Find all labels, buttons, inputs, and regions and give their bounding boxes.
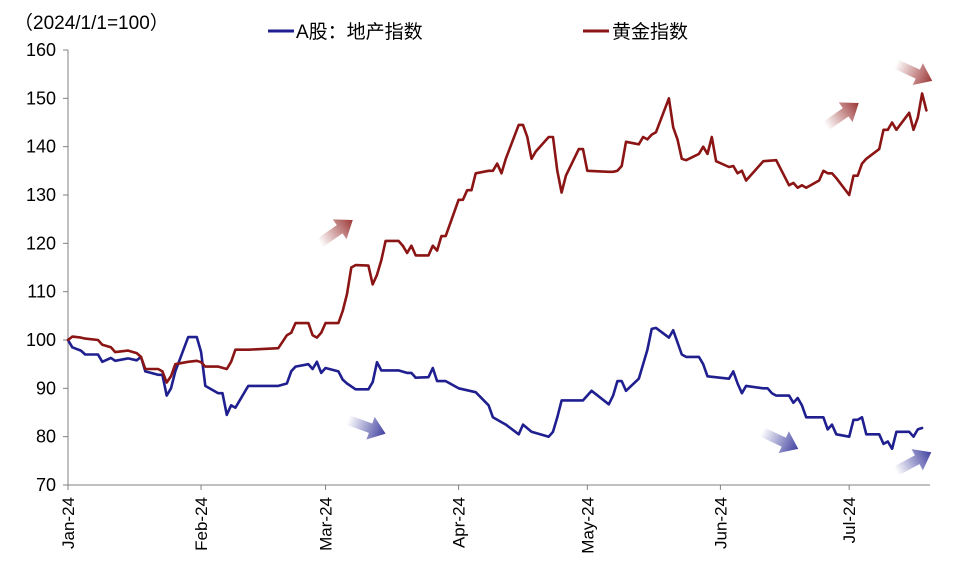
x-tick-label: Jan-24 [59,497,78,549]
y-tick-label: 140 [26,137,56,157]
y-tick-label: 120 [26,233,56,253]
series-line-property-index [66,326,924,451]
legend: A股：地产指数 黄金指数 [268,21,688,43]
y-tick-label: 110 [27,282,56,302]
series-layer [66,92,928,451]
y-tick-label: 130 [26,185,56,205]
x-tick-label: Mar-24 [317,497,336,551]
y-tick-label: 100 [26,330,56,350]
trend-arrow-up-icon [317,219,353,248]
y-tick-label: 70 [36,475,56,495]
trend-arrow-down-icon [759,427,799,454]
trend-arrows [317,59,933,476]
trend-arrow-up-icon [823,102,859,131]
x-tick-label: Jul-24 [840,497,859,543]
trend-arrow-down-icon [346,415,386,440]
y-axis-ticks: 70 80 90 100 110 120 130 140 150 160 [26,40,68,495]
x-tick-label: Feb-24 [192,497,211,551]
x-tick-label: May-24 [578,497,597,554]
legend-label-property-index: A股：地产指数 [296,21,423,43]
y-tick-label: 90 [36,378,56,398]
unit-label: （2024/1/1=100） [14,12,169,34]
x-tick-label: Jun-24 [711,497,730,549]
trend-arrow-up-icon [893,449,932,476]
y-tick-label: 160 [26,40,56,60]
x-tick-label: Apr-24 [450,497,469,548]
trend-arrow-up-icon [893,59,933,86]
legend-label-gold-index: 黄金指数 [612,21,688,43]
series-line-gold-index [66,92,928,384]
y-tick-label: 80 [36,427,56,447]
axes [67,50,930,486]
y-tick-label: 150 [26,88,56,108]
x-axis-ticks: Jan-24 Feb-24 Mar-24 Apr-24 May-24 Jun-24 Jul-… [59,485,859,554]
